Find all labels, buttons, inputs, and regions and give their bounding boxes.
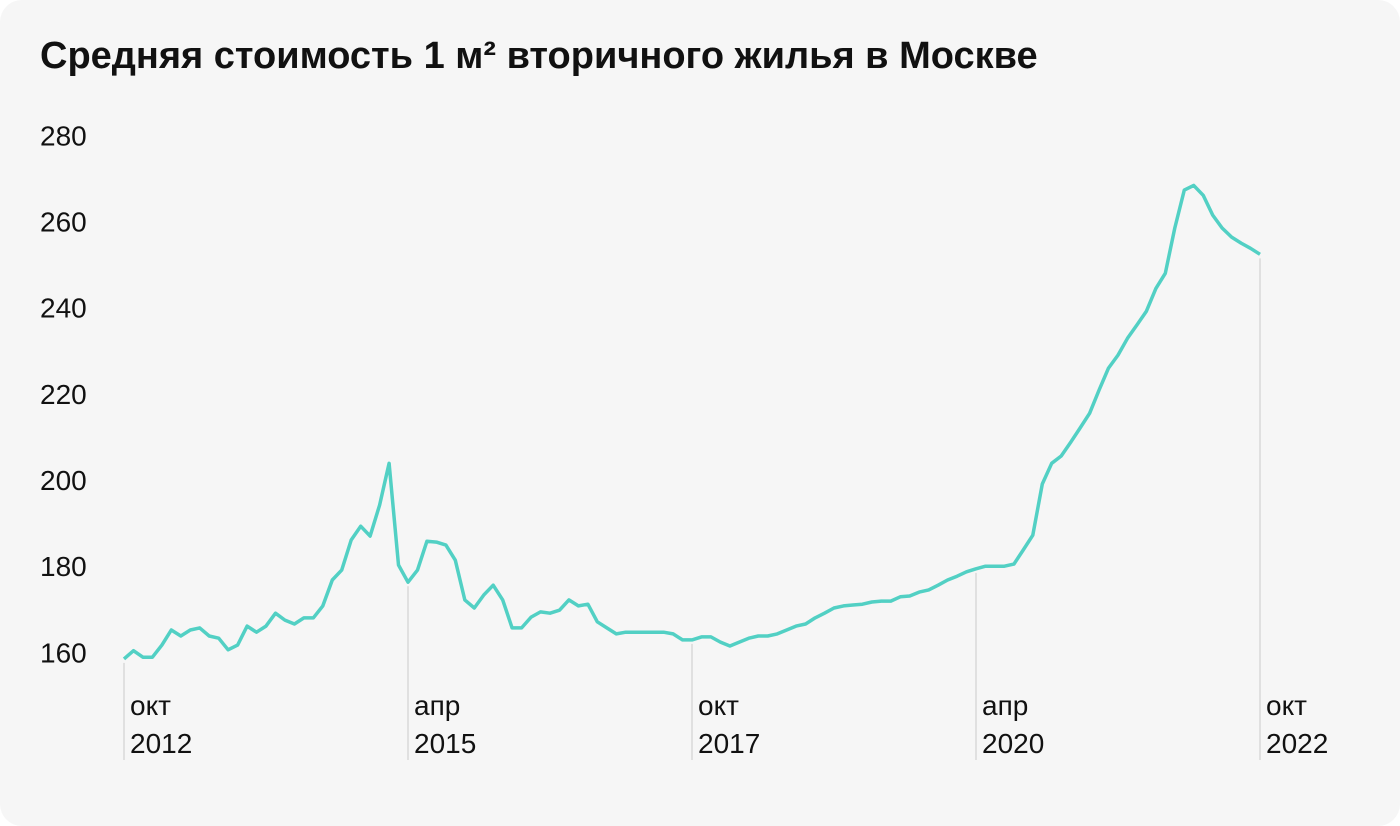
y-tick-label: 180	[40, 551, 87, 582]
y-tick-label: 240	[40, 293, 87, 324]
y-tick-label: 220	[40, 379, 87, 410]
chart-title: Средняя стоимость 1 м² вторичного жилья …	[40, 35, 1038, 77]
y-tick-label: 160	[40, 637, 87, 668]
x-tick-label: апр 2020	[982, 690, 1044, 759]
y-tick-label: 260	[40, 207, 87, 238]
x-tick-label: окт 2012	[130, 690, 192, 759]
y-tick-label: 280	[40, 120, 87, 151]
data-line	[122, 183, 1261, 661]
x-tick-label: окт 2022	[1266, 690, 1328, 759]
x-tick-label: окт 2017	[698, 690, 760, 759]
y-tick-label: 200	[40, 465, 87, 496]
x-tick-label: апр 2015	[414, 690, 476, 759]
